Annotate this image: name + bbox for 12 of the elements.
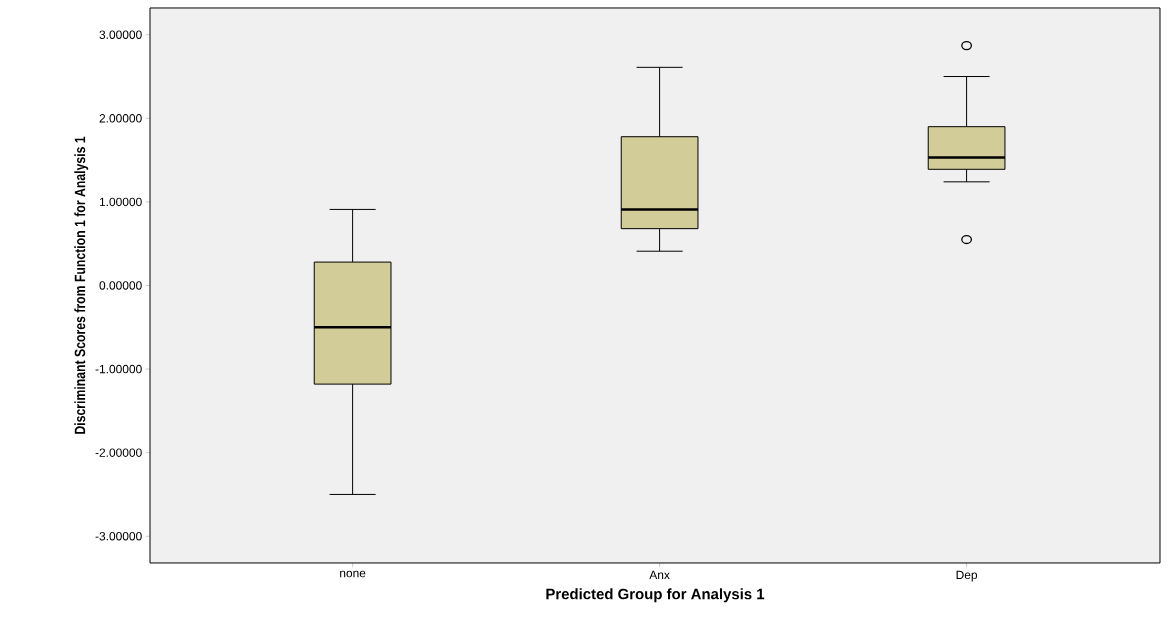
- x-tick-label: none: [340, 570, 366, 578]
- y-tick-label: -3.00000: [95, 532, 142, 541]
- y-axis-title: Discriminant Scores from Function 1 for Analysis 1: [74, 136, 89, 434]
- x-tick-label: Dep: [956, 570, 978, 582]
- y-tick-label: 2.00000: [99, 114, 142, 123]
- x-tick-label: Anx: [649, 570, 670, 579]
- y-tick-label: -1.00000: [95, 364, 142, 374]
- y-tick-label: 1.00000: [99, 197, 142, 207]
- x-axis-title: Predicted Group for Analysis 1: [546, 588, 765, 603]
- y-tick-label: 3.00000: [99, 30, 142, 39]
- y-tick-label: 0.00000: [99, 281, 142, 290]
- y-tick-label: -2.00000: [95, 448, 142, 457]
